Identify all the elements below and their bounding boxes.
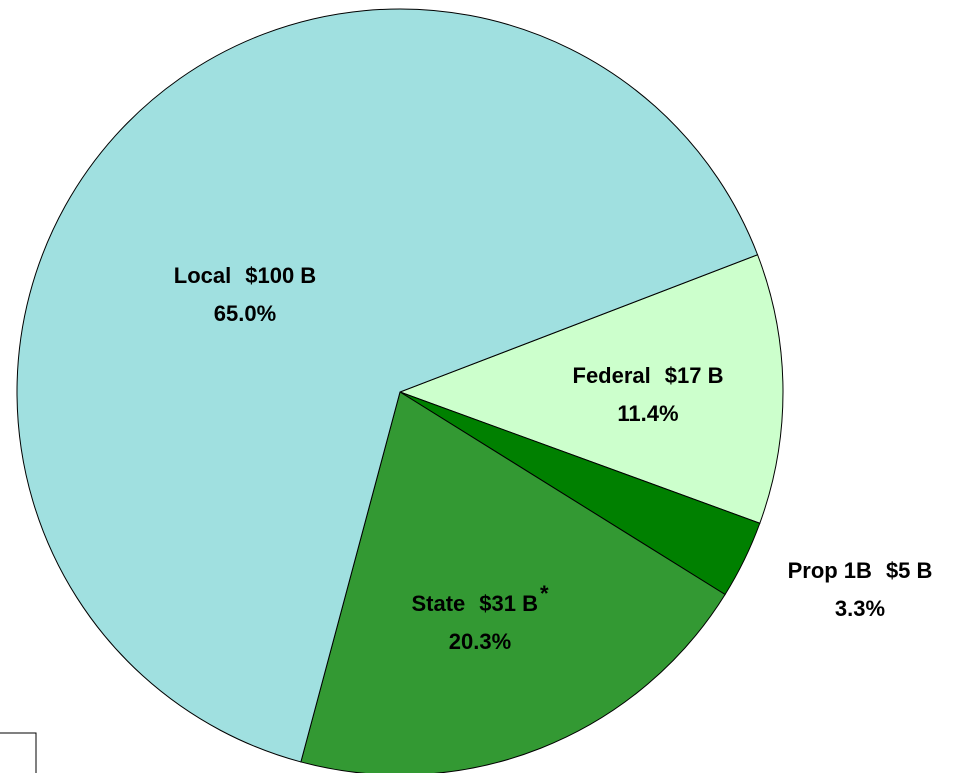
legend-box	[0, 732, 37, 773]
category-name: Prop 1B	[788, 558, 872, 583]
annotation: *	[540, 581, 549, 606]
amount-label: $31 B	[479, 591, 538, 616]
amount-label: $17 B	[665, 363, 724, 388]
category-name: Federal	[573, 363, 651, 388]
pie-slice	[16, 8, 759, 763]
percent-label: 65.0%	[214, 301, 276, 326]
slice-label: Federal $17 B	[573, 363, 724, 388]
slice-label: State $31 B*	[411, 581, 549, 616]
amount-label: $5 B	[886, 558, 932, 583]
category-name: State	[411, 591, 465, 616]
category-name: Local	[174, 263, 231, 288]
amount-label: $100 B	[245, 263, 316, 288]
slice-label: Local $100 B	[174, 263, 316, 288]
percent-label: 11.4%	[617, 401, 678, 426]
slice-label: Prop 1B $5 B	[788, 558, 933, 583]
pie-slice	[398, 254, 784, 524]
percent-label: 3.3%	[835, 596, 885, 621]
percent-label: 20.3%	[449, 629, 511, 654]
